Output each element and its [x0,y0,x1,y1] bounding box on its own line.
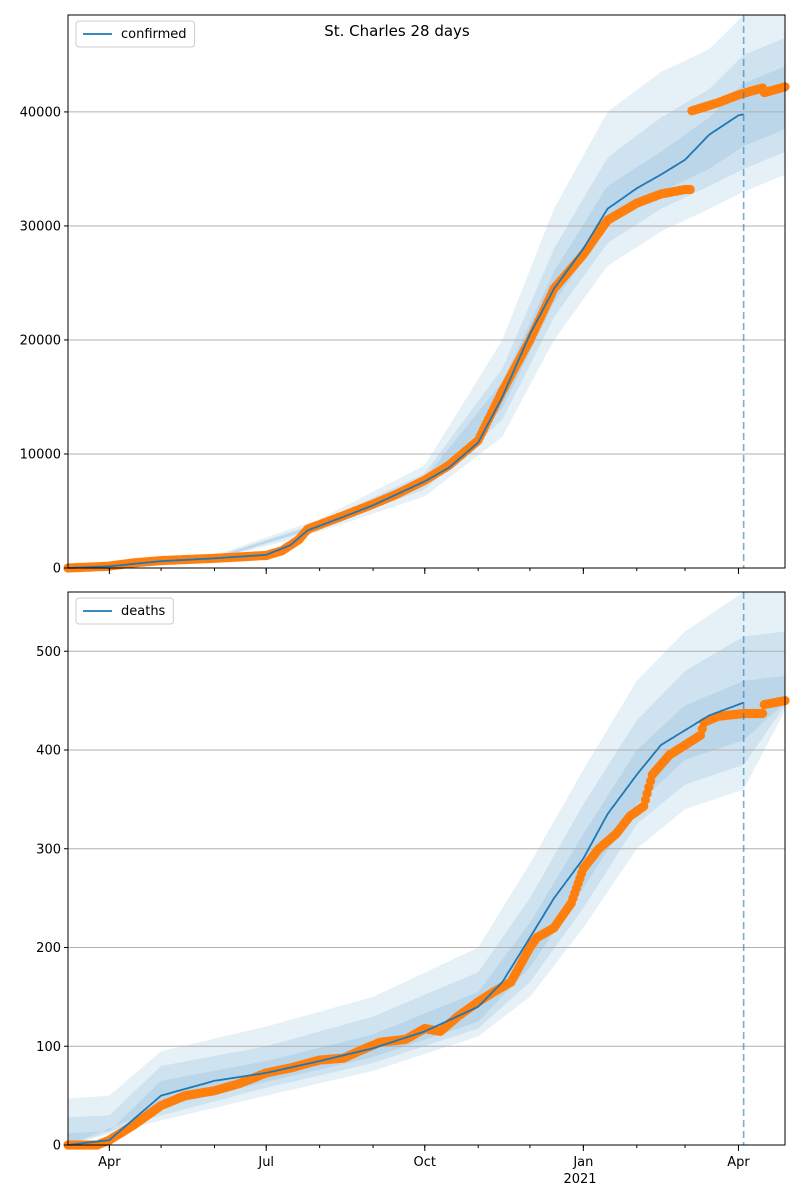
x-tick-label: Oct [414,1155,436,1170]
observed-point [685,184,695,195]
y-tick-label: 500 [36,645,61,660]
y-tick-label: 10000 [20,447,61,462]
y-tick-label: 400 [36,744,61,759]
y-tick-label: 300 [36,842,61,857]
y-tick-label: 200 [36,941,61,956]
uncertainty-band-middle [68,631,785,1145]
model-line [67,701,744,1146]
axes-frame [67,14,786,569]
confirmed-model-line [67,113,744,569]
legend-box [75,597,174,625]
x-tick-label: Jul [257,1155,274,1170]
x-tick-label: Jan [572,1155,593,1170]
confirmed-x-ticks [108,568,739,574]
legend-label: confirmed [121,27,187,42]
confirmed-gridlines [68,111,785,455]
deaths-uncertainty-bands [68,592,785,1145]
confirmed-legend: confirmed [75,20,196,48]
y-tick-label: 30000 [20,219,61,234]
y-tick-label: 20000 [20,333,61,348]
observed-point [758,708,768,719]
legend-label: deaths [121,604,166,619]
figure-title: St. Charles 28 days [324,22,470,40]
uncertainty-band-middle [68,37,785,569]
deaths-model-line [67,701,744,1146]
confirmed-panel: 0 10000 20000 30000 40000 confirmed [20,14,790,577]
confirmed-y-ticks: 0 10000 20000 30000 40000 [20,105,68,577]
x-year-label: 2021 [563,1172,596,1187]
axes-frame [67,591,786,1146]
y-tick-label: 0 [53,1139,61,1154]
uncertainty-band-outer [68,592,785,1145]
y-tick-label: 0 [53,562,61,577]
deaths-gridlines [68,650,785,1047]
x-tick-label: Apr [98,1155,121,1170]
deaths-observed-points [63,696,790,1150]
deaths-x-ticks: Apr Jul Oct Jan Apr [98,1145,750,1170]
model-line [67,113,744,569]
confirmed-uncertainty-bands [68,15,785,569]
deaths-axes [67,591,786,1146]
legend-box [75,20,196,48]
y-tick-label: 40000 [20,105,61,120]
uncertainty-band-outer [68,15,785,568]
y-tick-label: 100 [36,1040,61,1055]
deaths-panel: 0 100 200 300 400 500 Apr Jul Oct Jan Apr deaths [36,591,790,1170]
deaths-y-ticks: 0 100 200 300 400 500 [36,645,68,1154]
uncertainty-band-inner [68,66,785,569]
deaths-legend: deaths [75,597,174,625]
confirmed-axes [67,14,786,569]
x-tick-label: Apr [727,1155,750,1170]
